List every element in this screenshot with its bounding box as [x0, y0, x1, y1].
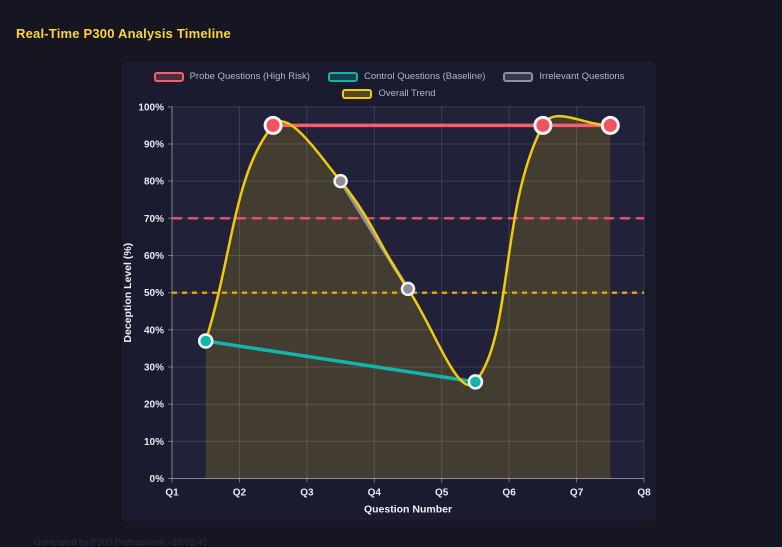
legend-swatch-icon [342, 88, 373, 99]
legend-label: Irrelevant Questions [539, 71, 625, 82]
data-point[interactable] [263, 115, 283, 135]
data-point[interactable] [467, 374, 484, 390]
x-tick-label: Q6 [502, 488, 516, 499]
y-tick-label: 50% [144, 288, 164, 299]
y-tick-label: 20% [144, 400, 164, 411]
x-tick-label: Q3 [300, 488, 314, 499]
chart-legend-row-2: Overall Trend [122, 88, 656, 99]
y-tick-label: 30% [144, 363, 164, 374]
data-point[interactable] [600, 115, 620, 135]
y-tick-label: 70% [144, 214, 164, 225]
legend-swatch-icon [153, 71, 184, 82]
legend-label: Overall Trend [378, 88, 436, 99]
legend-item-irrelevant[interactable]: Irrelevant Questions [503, 71, 624, 82]
x-tick-label: Q5 [435, 488, 449, 499]
y-axis-title: Deception Level (%) [122, 243, 134, 343]
legend-label: Control Questions (Baseline) [363, 71, 486, 82]
x-tick-label: Q7 [570, 488, 584, 499]
y-tick-label: 0% [150, 474, 165, 485]
legend-swatch-icon [327, 71, 358, 82]
legend-item-probe[interactable]: Probe Questions (High Risk) [153, 71, 310, 82]
y-tick-label: 80% [144, 177, 164, 188]
legend-swatch-icon [503, 71, 534, 82]
x-tick-label: Q4 [368, 488, 382, 499]
data-point[interactable] [400, 281, 416, 297]
x-axis-title: Question Number [364, 504, 452, 516]
y-tick-label: 100% [138, 102, 164, 113]
x-tick-label: Q1 [165, 488, 179, 499]
y-tick-label: 40% [144, 325, 164, 336]
y-tick-label: 10% [144, 437, 164, 448]
data-point[interactable] [333, 173, 348, 189]
x-tick-label: Q8 [637, 488, 651, 499]
trend-area-fill [205, 116, 611, 479]
footer-text: Generated by P300 Professional - 19:05:4… [34, 537, 208, 547]
chart-legend-row-1: Probe Questions (High Risk) Control Quest… [122, 71, 656, 82]
y-tick-label: 60% [144, 251, 164, 262]
legend-item-control[interactable]: Control Questions (Baseline) [327, 71, 486, 82]
x-tick-label: Q2 [233, 488, 247, 499]
y-tick-label: 90% [144, 140, 164, 151]
legend-item-overall-trend[interactable]: Overall Trend [342, 88, 436, 99]
page-title: Real-Time P300 Analysis Timeline [16, 26, 231, 41]
series-line [203, 339, 478, 384]
data-point[interactable] [197, 333, 214, 349]
data-point[interactable] [533, 115, 553, 135]
legend-label: Probe Questions (High Risk) [189, 71, 310, 82]
